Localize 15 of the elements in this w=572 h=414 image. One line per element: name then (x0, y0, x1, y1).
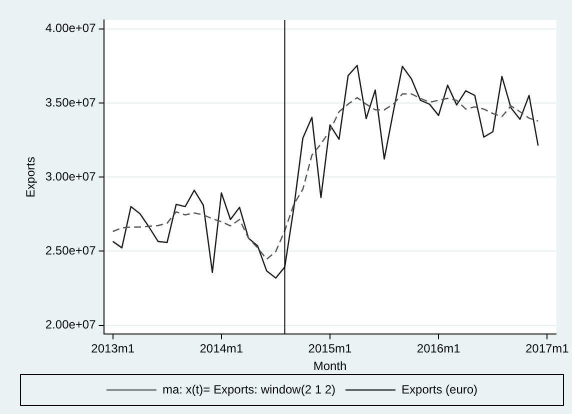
legend-label: Exports (euro) (402, 382, 478, 396)
line-series (112, 93, 539, 260)
x-tick-label: 2013m1 (91, 342, 135, 356)
x-tick-label: 2016m1 (416, 342, 461, 356)
x-axis-title: Month (313, 359, 347, 374)
y-tick-label: 3.50e+07 (45, 95, 96, 110)
y-axis-title: Exports (24, 156, 38, 198)
x-tick-label: 2017m1 (525, 342, 570, 356)
x-tick-label: 2015m1 (308, 342, 352, 356)
y-tick-label: 2.50e+07 (45, 244, 96, 258)
legend-label: ma: x(t)= Exports: window(2 1 2) (162, 382, 336, 396)
y-tick-label: 4.00e+07 (45, 21, 96, 36)
x-tick-label: 2014m1 (200, 342, 244, 356)
y-tick-label: 3.00e+07 (45, 169, 96, 184)
y-tick-label: 2.00e+07 (45, 318, 96, 332)
